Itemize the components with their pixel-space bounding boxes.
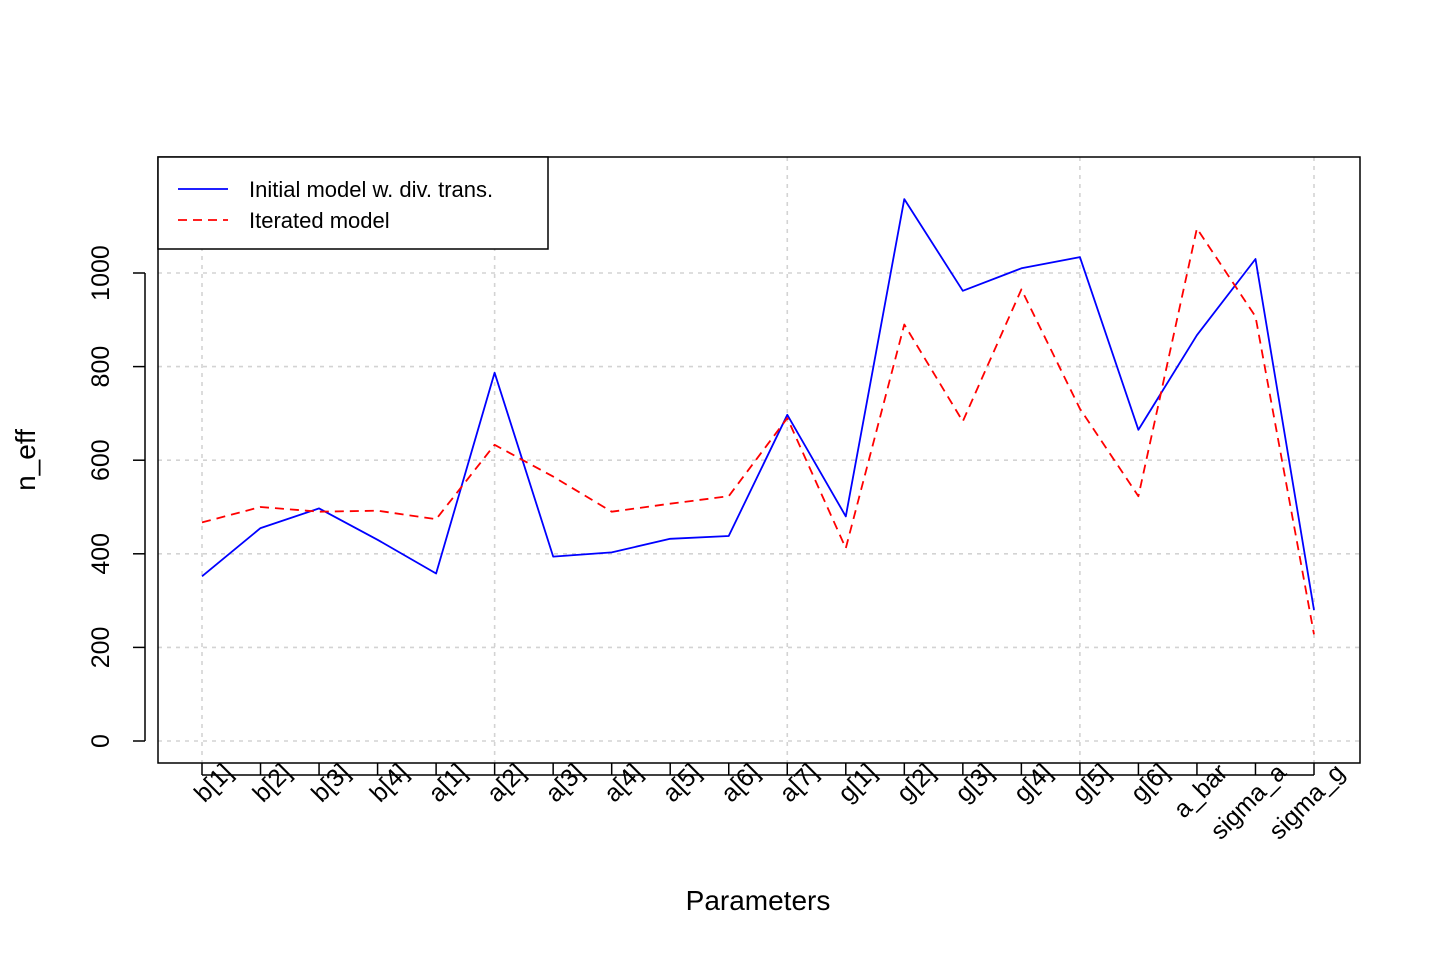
x-tick-label: a[7] [774, 758, 823, 807]
series-line-1 [201, 198, 1315, 611]
y-tick-label: 800 [87, 346, 115, 388]
x-tick-label: g[1] [833, 758, 882, 807]
legend-label-1: Initial model w. div. trans. [249, 177, 493, 202]
y-tick-label: 200 [87, 627, 115, 669]
y-tick-label: 600 [87, 439, 115, 481]
y-axis-title: n_eff [10, 429, 41, 491]
legend-box [157, 156, 549, 250]
x-tick-label: b[3] [306, 758, 355, 807]
series-lines [201, 198, 1315, 635]
y-tick-label: 400 [87, 533, 115, 575]
x-tick-label: g[4] [1008, 758, 1057, 807]
legend: Initial model w. div. trans. Iterated mod… [157, 156, 549, 250]
x-tick-label: g[3] [950, 758, 999, 807]
y-axis: 0 200 400 600 800 1000 [87, 245, 146, 748]
x-axis: b[1] b[2] b[3] b[4] a[1] a[2] a[3] a[4] a[5] a[6]… [189, 758, 1350, 845]
x-tick-label: a[6] [716, 758, 765, 807]
x-tick-label: a[5] [657, 758, 706, 807]
series-line-2 [201, 227, 1315, 635]
y-tick-label: 1000 [87, 245, 115, 301]
x-tick-label: g[6] [1125, 758, 1174, 807]
x-tick-label: a[4] [599, 758, 648, 807]
x-axis-title: Parameters [686, 885, 831, 916]
x-tick-label: b[2] [247, 758, 296, 807]
x-tick-label: a[2] [482, 758, 531, 807]
y-tick-label: 0 [87, 734, 115, 748]
x-tick-label: g[2] [891, 758, 940, 807]
plot-frame [157, 156, 1361, 764]
x-tick-label: a[3] [540, 758, 589, 807]
x-tick-label: b[1] [189, 758, 238, 807]
x-tick-label: a[1] [423, 758, 472, 807]
x-tick-label: g[5] [1067, 758, 1116, 807]
legend-label-2: Iterated model [249, 208, 390, 233]
x-tick-label: b[4] [365, 758, 414, 807]
